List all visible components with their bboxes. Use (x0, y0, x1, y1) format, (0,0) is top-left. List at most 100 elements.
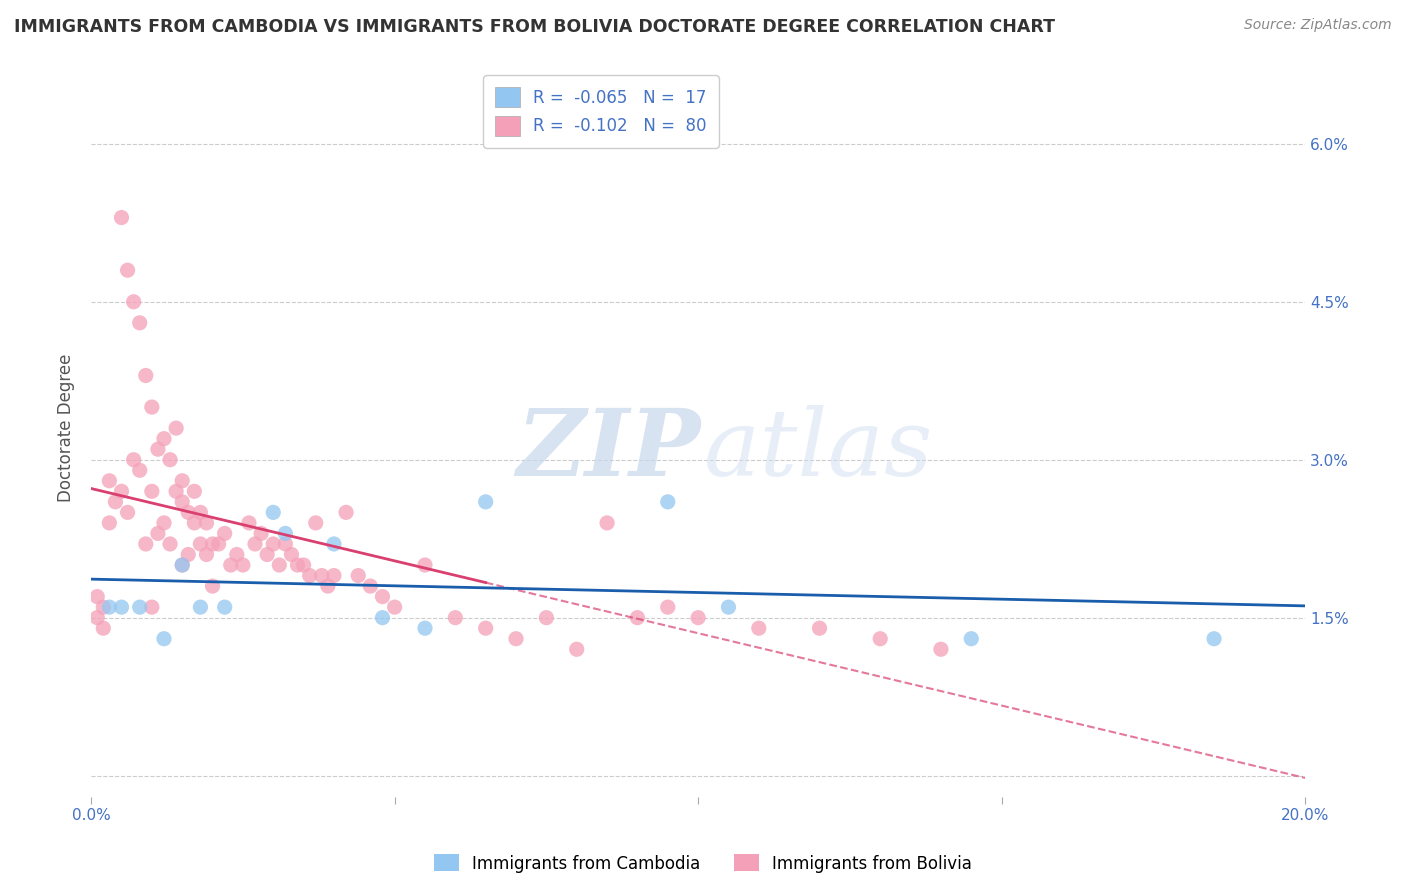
Point (128, 463, 150, 477)
Point (195, 516, 218, 530)
Point (298, 568, 321, 582)
Point (413, 621, 436, 635)
Point (122, 294, 145, 309)
Point (371, 590, 394, 604)
Point (117, 263, 139, 277)
Point (717, 600, 740, 615)
Point (311, 568, 333, 582)
Point (444, 610, 467, 624)
Point (135, 537, 157, 551)
Point (201, 579, 224, 593)
Point (256, 548, 278, 562)
Y-axis label: Doctorate Degree: Doctorate Degree (58, 354, 75, 502)
Point (128, 600, 150, 615)
Point (195, 548, 218, 562)
Legend: Immigrants from Cambodia, Immigrants from Bolivia: Immigrants from Cambodia, Immigrants fro… (427, 847, 979, 880)
Point (214, 526, 236, 541)
Point (153, 432, 176, 446)
Point (748, 621, 770, 635)
Point (474, 495, 496, 509)
Point (413, 558, 436, 572)
Point (219, 558, 242, 572)
Point (104, 495, 127, 509)
Point (626, 610, 648, 624)
Text: atlas: atlas (704, 405, 934, 495)
Point (190, 537, 212, 551)
Point (269, 558, 291, 572)
Point (201, 537, 224, 551)
Point (262, 505, 284, 519)
Point (172, 558, 194, 572)
Point (688, 610, 710, 624)
Point (869, 632, 891, 646)
Point (474, 621, 496, 635)
Legend: R =  -0.065   N =  17, R =  -0.102   N =  80: R = -0.065 N = 17, R = -0.102 N = 80 (484, 75, 718, 148)
Point (177, 548, 200, 562)
Point (960, 632, 983, 646)
Point (183, 484, 205, 499)
Point (280, 548, 302, 562)
Point (141, 400, 163, 414)
Point (117, 505, 139, 519)
Point (172, 558, 194, 572)
Point (159, 452, 181, 467)
Point (929, 642, 952, 657)
Point (808, 621, 831, 635)
Point (165, 421, 187, 435)
Point (232, 558, 254, 572)
Point (110, 484, 132, 499)
Point (159, 537, 181, 551)
Point (335, 505, 357, 519)
Point (262, 537, 284, 551)
Point (536, 610, 558, 624)
Point (305, 516, 328, 530)
Point (657, 495, 679, 509)
Point (225, 548, 247, 562)
Point (323, 537, 346, 551)
Point (91, 621, 114, 635)
Point (274, 537, 297, 551)
Point (165, 484, 187, 499)
Point (359, 579, 381, 593)
Point (172, 495, 194, 509)
Point (141, 484, 163, 499)
Point (214, 600, 236, 615)
Point (172, 474, 194, 488)
Point (110, 600, 132, 615)
Point (98, 600, 121, 615)
Point (86, 590, 108, 604)
Point (505, 632, 527, 646)
Point (274, 526, 297, 541)
Point (110, 211, 132, 225)
Point (153, 632, 176, 646)
Point (183, 516, 205, 530)
Text: IMMIGRANTS FROM CAMBODIA VS IMMIGRANTS FROM BOLIVIA DOCTORATE DEGREE CORRELATION: IMMIGRANTS FROM CAMBODIA VS IMMIGRANTS F… (14, 18, 1054, 36)
Point (347, 568, 370, 582)
Point (323, 568, 346, 582)
Point (243, 537, 266, 551)
Point (141, 600, 163, 615)
Point (128, 316, 150, 330)
Point (207, 537, 229, 551)
Point (146, 526, 169, 541)
Point (371, 610, 394, 624)
Point (91, 600, 114, 615)
Point (384, 600, 406, 615)
Text: Source: ZipAtlas.com: Source: ZipAtlas.com (1244, 18, 1392, 32)
Point (146, 442, 169, 457)
Point (190, 505, 212, 519)
Point (122, 452, 145, 467)
Point (250, 526, 273, 541)
Point (565, 642, 588, 657)
Point (190, 600, 212, 615)
Point (287, 558, 309, 572)
Point (177, 505, 200, 519)
Point (153, 516, 176, 530)
Text: ZIP: ZIP (516, 405, 700, 495)
Point (98, 474, 121, 488)
Point (292, 558, 315, 572)
Point (135, 368, 157, 383)
Point (657, 600, 679, 615)
Point (238, 516, 260, 530)
Point (98, 516, 121, 530)
